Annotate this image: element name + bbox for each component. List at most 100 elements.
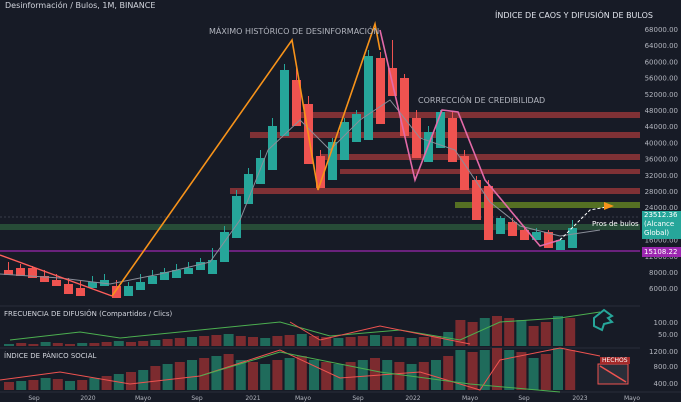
panic-bar <box>187 360 197 390</box>
time-tick: 2023 <box>572 395 587 402</box>
panic-bar <box>516 352 527 390</box>
panic-bar <box>126 372 136 390</box>
candle-body <box>220 232 229 262</box>
candlestick <box>412 110 421 158</box>
candlestick <box>364 50 373 140</box>
diffusion-bar <box>4 344 14 346</box>
diffusion-bar <box>248 337 258 346</box>
candle-body <box>172 270 181 278</box>
panic-bar <box>321 362 332 390</box>
time-tick: 2022 <box>405 395 420 402</box>
candle-body <box>520 230 529 240</box>
panic-bar <box>370 358 380 390</box>
candle-body <box>340 122 349 160</box>
resistance-zone <box>320 154 640 160</box>
panic-bar <box>528 358 539 390</box>
price-tick: 36000.00 <box>645 156 678 164</box>
alt-value-label: 15108.22 <box>642 247 681 257</box>
diffusion-bar <box>113 341 124 346</box>
candle-body <box>232 196 241 238</box>
candlestick <box>532 228 541 240</box>
panic-bar <box>467 352 478 390</box>
diffusion-bar <box>138 341 149 346</box>
panic-bar <box>455 350 466 390</box>
candlestick <box>268 118 277 170</box>
candlestick <box>496 216 505 234</box>
candlestick <box>376 52 385 124</box>
price-scale-bg <box>640 20 681 305</box>
diffusion-bar <box>260 338 271 346</box>
diffusion-bar <box>28 344 39 346</box>
candle-body <box>64 284 73 294</box>
candlestick <box>220 226 229 262</box>
diffusion-bar <box>187 337 197 346</box>
diffusion-bar <box>357 336 368 346</box>
candlestick <box>4 262 13 275</box>
candle-body <box>328 142 337 180</box>
diffusion-bar <box>479 318 490 346</box>
candlestick <box>184 262 193 274</box>
diffusion-panel-title: FRECUENCIA DE DIFUSIÓN (Compartidos / Cl… <box>4 310 173 318</box>
candlestick <box>400 74 409 136</box>
news-cross-icon <box>599 365 627 383</box>
price-tick: 28000.00 <box>645 188 678 196</box>
diffusion-bar <box>223 334 234 346</box>
price-tick: 44000.00 <box>645 123 678 131</box>
panic-bar <box>101 376 112 390</box>
candle-body <box>40 276 49 282</box>
candle-body <box>292 80 301 126</box>
candle-body <box>316 156 325 188</box>
forecast-arrow-icon <box>604 202 614 210</box>
early-decline-line <box>0 254 113 297</box>
panic-bar <box>199 358 210 390</box>
resistance-zone <box>300 112 640 118</box>
panic-bar <box>357 360 368 390</box>
diffusion-bar <box>272 336 283 346</box>
panic-bar <box>150 366 161 390</box>
diffusion-trend-line <box>9 311 601 341</box>
symbol-label[interactable]: Desinformación / Bulos, 1M, BINANCE <box>5 1 156 10</box>
panic-bar <box>52 379 63 390</box>
candle-body <box>208 260 217 274</box>
time-tick: Sep <box>518 395 530 402</box>
time-tick: 2020 <box>80 395 95 402</box>
panic-bar <box>565 350 576 390</box>
candle-body <box>76 288 85 296</box>
candle-body <box>112 286 121 298</box>
panic-bar <box>40 378 51 390</box>
candle-body <box>268 126 277 170</box>
candle-body <box>412 118 421 158</box>
diffusion-bar <box>492 316 502 346</box>
candlestick <box>208 248 217 274</box>
time-tick: Sep <box>28 395 40 402</box>
resistance-zone <box>340 169 640 174</box>
candlestick <box>148 270 157 284</box>
candlesticks <box>4 40 577 298</box>
diffusion-bar <box>321 337 332 346</box>
diffusion-bar <box>443 332 454 346</box>
diffusion-tick-0: 100.00 <box>654 319 679 327</box>
diffusion-bar <box>284 335 295 346</box>
candle-body <box>364 56 373 140</box>
candlestick <box>76 280 85 296</box>
candlestick <box>160 268 169 280</box>
candlestick <box>460 150 469 190</box>
price-tick: 68000.00 <box>645 26 678 34</box>
panic-bar <box>479 350 490 390</box>
panic-bar <box>540 354 551 390</box>
panic-bar <box>406 364 417 390</box>
panic-bar <box>394 362 405 390</box>
index-title: ÍNDICE DE CAOS Y DIFUSIÓN DE BULOS <box>495 11 653 20</box>
current-sub2: Global) <box>644 229 670 237</box>
candle-body <box>52 280 61 286</box>
bull-trend-line <box>111 20 381 297</box>
price-tick: 64000.00 <box>645 42 678 50</box>
indicator-panels <box>0 305 681 393</box>
candle-body <box>28 268 37 278</box>
price-tick: 24000.00 <box>645 204 678 212</box>
diffusion-bar <box>65 344 75 346</box>
candle-body <box>568 228 577 248</box>
time-tick: Mayo <box>462 395 478 402</box>
